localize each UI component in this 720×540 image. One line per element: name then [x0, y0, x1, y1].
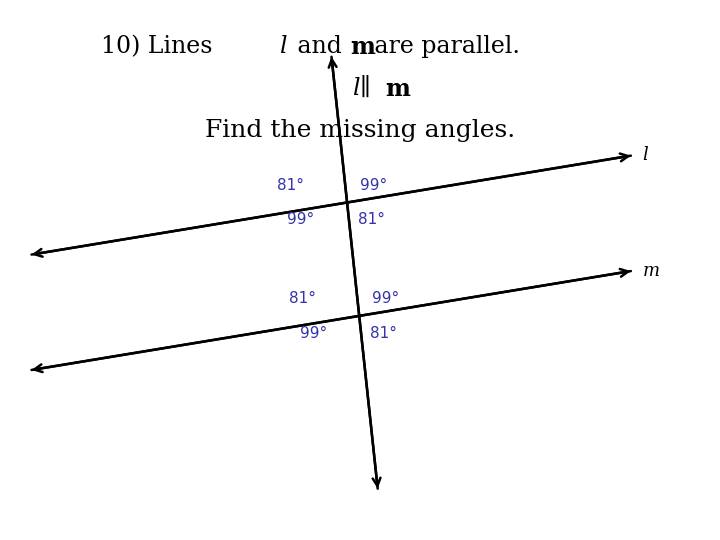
Text: 81°: 81°: [370, 326, 397, 341]
Text: 99°: 99°: [287, 212, 315, 227]
Text: l: l: [642, 146, 648, 164]
Text: 99°: 99°: [360, 178, 387, 193]
Text: 81°: 81°: [358, 212, 385, 227]
Text: l: l: [353, 77, 360, 100]
Text: 10) Lines: 10) Lines: [101, 35, 220, 58]
Text: 99°: 99°: [372, 291, 400, 306]
Text: 99°: 99°: [300, 326, 327, 341]
Text: l: l: [279, 35, 287, 58]
Text: m: m: [385, 77, 410, 100]
Text: m: m: [351, 35, 376, 59]
Text: ∥: ∥: [360, 77, 371, 100]
Text: and: and: [290, 35, 349, 58]
Text: 81°: 81°: [277, 178, 304, 193]
Text: are parallel.: are parallel.: [367, 35, 521, 58]
Text: m: m: [642, 261, 660, 280]
Text: Find the missing angles.: Find the missing angles.: [205, 119, 515, 142]
Text: 81°: 81°: [289, 291, 316, 306]
